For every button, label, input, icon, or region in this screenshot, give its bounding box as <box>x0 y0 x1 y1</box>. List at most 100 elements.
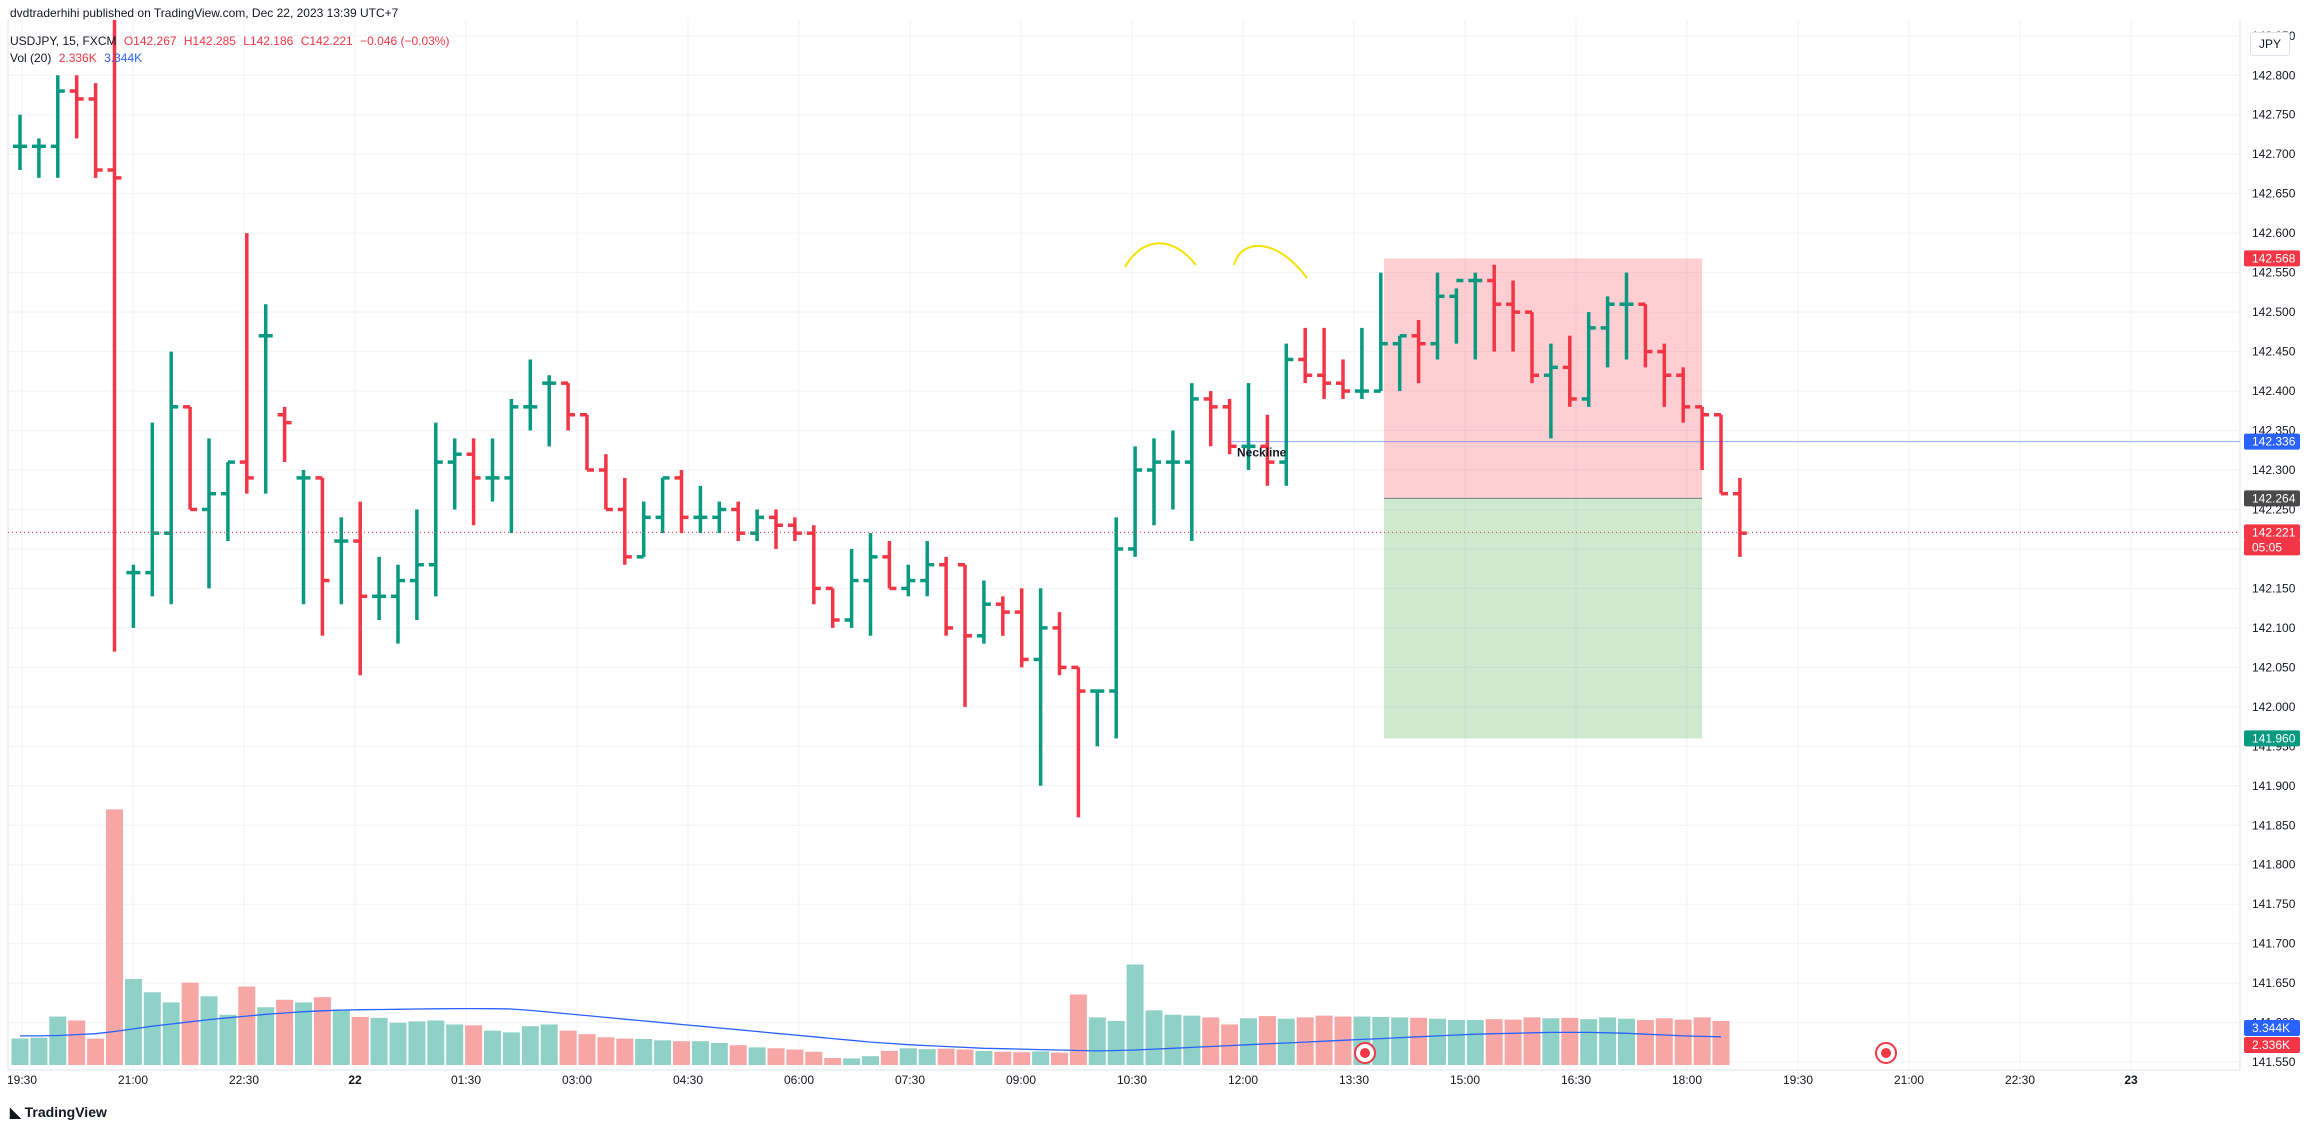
volume-bar <box>654 1040 672 1065</box>
ohlc-bar <box>88 83 103 178</box>
ohlc-bar <box>1619 272 1634 360</box>
volume-bar <box>1013 1052 1031 1065</box>
ohlc-bar <box>825 586 840 628</box>
ohlc-bar <box>1392 334 1407 392</box>
price-label-bg <box>2244 433 2300 450</box>
tv-logo-icon: ◣ <box>10 1104 25 1120</box>
ohlc-bar <box>447 438 462 510</box>
left-shoulder-curve <box>1124 242 1197 268</box>
ohlc-bar <box>107 20 122 652</box>
ohlc-bar <box>1562 335 1577 407</box>
volume-bar <box>1032 1051 1050 1065</box>
time-tick-label: 12:00 <box>1228 1073 1258 1087</box>
volume-bar <box>578 1034 596 1065</box>
time-tick-label: 09:00 <box>1006 1073 1036 1087</box>
ohlc-bar <box>1468 272 1483 360</box>
volume-bar <box>805 1051 823 1065</box>
publish-info: dvdtraderhihi published on TradingView.c… <box>10 6 399 20</box>
volume-bar <box>106 809 123 1065</box>
price-label-text: 142.264 <box>2252 491 2296 505</box>
ohlc-bar <box>1014 588 1029 668</box>
ohlc-bar <box>466 438 481 526</box>
price-label-bg <box>2244 524 2300 541</box>
ohlc-bar <box>220 460 235 542</box>
time-tick-label: 15:00 <box>1450 1073 1480 1087</box>
price-label-bg <box>2244 730 2300 747</box>
volume-bar <box>200 996 218 1065</box>
ohlc-bar <box>1676 367 1691 423</box>
price-label-bg <box>2244 490 2300 507</box>
volume-bar <box>729 1045 747 1065</box>
ohlc-bar <box>1581 312 1596 407</box>
volume-bar <box>1693 1017 1711 1065</box>
volume-bar <box>408 1021 426 1065</box>
ohlc-bar <box>1317 327 1332 399</box>
volume-bar <box>1410 1017 1428 1065</box>
ohlc-bar <box>976 580 991 644</box>
price-tick-label: 142.450 <box>2252 345 2296 359</box>
ohlc-bar <box>1033 588 1048 786</box>
volume-bar <box>1485 1019 1503 1065</box>
symbol-legend: USDJPY, 15, FXCM O142.267 H142.285 L142.… <box>10 34 453 48</box>
volume-bar <box>143 992 161 1065</box>
ohlc-bar <box>1052 612 1067 676</box>
ohlc-bar <box>769 509 783 549</box>
volume-bar <box>1542 1018 1560 1065</box>
volume-bar <box>1447 1020 1465 1065</box>
volume-bar <box>1296 1017 1314 1065</box>
ohlc-bar <box>202 438 216 589</box>
ohlc-bar <box>580 412 594 472</box>
volume-bar <box>1145 1010 1163 1065</box>
volume-bar <box>616 1038 634 1065</box>
volume-bar <box>257 1007 275 1065</box>
price-tick-label: 141.700 <box>2252 937 2296 951</box>
volume-pane <box>11 809 1730 1065</box>
price-axis: 142.850142.800142.750142.700142.650142.6… <box>2241 0 2315 1129</box>
volume-bar <box>843 1058 861 1065</box>
ohlc-bar <box>1222 398 1237 455</box>
ohlc-bar <box>353 501 368 676</box>
ohlc-bar <box>1165 430 1180 510</box>
price-tick-label: 141.550 <box>2252 1055 2296 1069</box>
volume-bar <box>295 1002 312 1065</box>
ohlc-bar <box>258 304 273 494</box>
volume-bar <box>87 1038 105 1065</box>
price-label-bg <box>2244 250 2300 267</box>
ohlc-bar <box>995 596 1010 636</box>
high-value: H142.285 <box>183 34 236 48</box>
ohlc-bar <box>901 564 916 597</box>
volume-bar <box>786 1049 804 1065</box>
volume-bar <box>1712 1020 1730 1065</box>
entry-price-label: 142.264 <box>2244 490 2300 507</box>
volume-bar <box>11 1038 29 1065</box>
volume-bar <box>1561 1017 1579 1065</box>
price-tick-label: 142.650 <box>2252 187 2296 201</box>
price-label-text: 142.568 <box>2252 251 2296 265</box>
volume-bar <box>332 1009 350 1065</box>
price-label-text: 142.336 <box>2252 435 2296 449</box>
time-tick-label: 03:00 <box>562 1073 592 1087</box>
ohlc-bar <box>1090 689 1105 747</box>
price-tick-label: 141.750 <box>2252 897 2296 911</box>
price-label-bg <box>2244 1037 2300 1053</box>
volume-bar <box>427 1020 445 1065</box>
volume-bar <box>1599 1017 1617 1065</box>
volume-bar <box>975 1050 993 1065</box>
ohlc-bars <box>13 20 1747 818</box>
volume-value: 2.336K <box>58 51 97 65</box>
ohlc-bar <box>13 114 27 170</box>
ohlc-bar <box>674 470 689 534</box>
ohlc-bar <box>1657 343 1672 407</box>
time-tick-label: 21:00 <box>118 1073 148 1087</box>
volume-bar <box>710 1042 728 1065</box>
volume-bar <box>68 1020 86 1065</box>
volume-bar <box>181 982 199 1065</box>
volume-bar <box>30 1037 48 1065</box>
ohlc-bar <box>863 533 878 636</box>
time-tick-label: 21:00 <box>1894 1073 1924 1087</box>
ohlc-bar <box>693 485 708 534</box>
ohlc-bar <box>787 517 802 542</box>
volume-bar <box>956 1049 974 1065</box>
currency-button[interactable]: JPY <box>2250 32 2290 56</box>
